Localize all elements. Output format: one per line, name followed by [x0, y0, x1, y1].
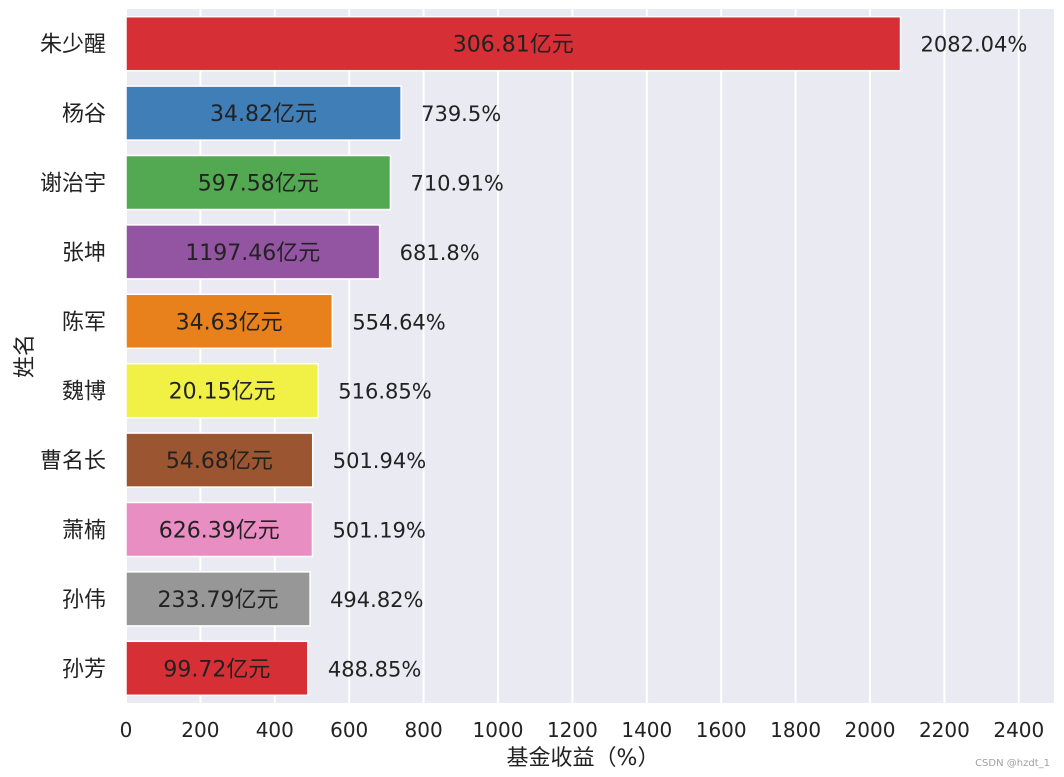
x-tick-labels: 0 200 400 600 800 1000 1200 1400 1600 1800 2000 220…	[120, 718, 1045, 742]
inner-label: 597.58亿元	[198, 172, 319, 197]
inner-label: 233.79亿元	[158, 588, 279, 613]
bar	[125, 362, 320, 419]
y-tick-label: 陈军	[62, 310, 106, 335]
y-tick-label: 孙芳	[62, 657, 106, 682]
x-tick-label: 1200	[547, 718, 598, 742]
y-tick-label: 曹名长	[40, 449, 106, 474]
y-tick-label: 孙伟	[62, 588, 106, 613]
y-tick-label: 魏博	[62, 380, 106, 405]
bar	[125, 85, 402, 141]
x-tick-label: 2400	[993, 718, 1044, 742]
y-tick-label: 杨谷	[62, 102, 106, 127]
bars	[125, 15, 902, 697]
y-tick-label: 张坤	[62, 241, 106, 266]
inner-label: 54.68亿元	[166, 449, 273, 474]
value-label: 2082.04%	[921, 33, 1028, 57]
value-label: 488.85%	[328, 657, 421, 681]
bar	[125, 224, 381, 280]
y-tick-label: 朱少醒	[40, 33, 106, 58]
inner-label: 306.81亿元	[453, 33, 574, 58]
bar	[125, 501, 314, 558]
inner-label: 20.15亿元	[169, 380, 276, 405]
y-tick-label: 谢治宇	[40, 172, 106, 197]
value-label: 681.8%	[400, 241, 480, 265]
x-axis-label: 基金收益（%）	[507, 746, 660, 771]
bar	[125, 432, 314, 488]
value-labels: 2082.04% 739.5% 710.91% 681.8% 554.64% 516.85…	[328, 33, 1027, 682]
bar	[125, 571, 311, 627]
x-tick-label: 2000	[845, 718, 896, 742]
bar	[125, 293, 334, 350]
x-tick-label: 1600	[696, 718, 747, 742]
inner-label: 1197.46亿元	[185, 241, 320, 266]
inner-label: 34.63亿元	[176, 310, 283, 335]
bar	[125, 15, 902, 72]
bar	[125, 154, 392, 211]
x-tick-label: 0	[120, 718, 133, 742]
x-tick-label: 2200	[919, 718, 970, 742]
value-label: 516.85%	[338, 380, 431, 404]
y-axis-label: 姓名	[13, 334, 38, 378]
value-label: 494.82%	[330, 588, 423, 612]
y-tick-label: 萧楠	[62, 519, 106, 544]
x-tick-label: 600	[330, 718, 368, 742]
bar	[125, 640, 309, 697]
watermark: CSDN @hzdt_1	[975, 758, 1050, 769]
value-label: 710.91%	[410, 172, 503, 196]
x-tick-label: 1400	[621, 718, 672, 742]
x-tick-label: 800	[405, 718, 443, 742]
inner-label: 34.82亿元	[210, 102, 317, 127]
inner-label: 626.39亿元	[159, 519, 280, 544]
inner-labels: 306.81亿元 34.82亿元 597.58亿元 1197.46亿元 34.63亿元 2…	[158, 33, 574, 683]
x-tick-label: 400	[256, 718, 294, 742]
x-tick-label: 200	[181, 718, 219, 742]
value-label: 554.64%	[352, 310, 445, 334]
x-tick-label: 1000	[473, 718, 524, 742]
value-label: 739.5%	[421, 102, 501, 126]
inner-label: 99.72亿元	[163, 657, 270, 682]
value-label: 501.19%	[332, 519, 425, 543]
x-tick-label: 1800	[770, 718, 821, 742]
value-label: 501.94%	[333, 449, 426, 473]
